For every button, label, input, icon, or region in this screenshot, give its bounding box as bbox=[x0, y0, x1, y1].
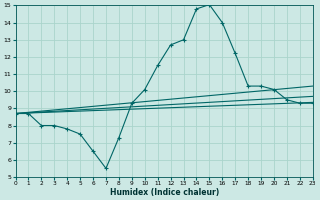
X-axis label: Humidex (Indice chaleur): Humidex (Indice chaleur) bbox=[109, 188, 219, 197]
